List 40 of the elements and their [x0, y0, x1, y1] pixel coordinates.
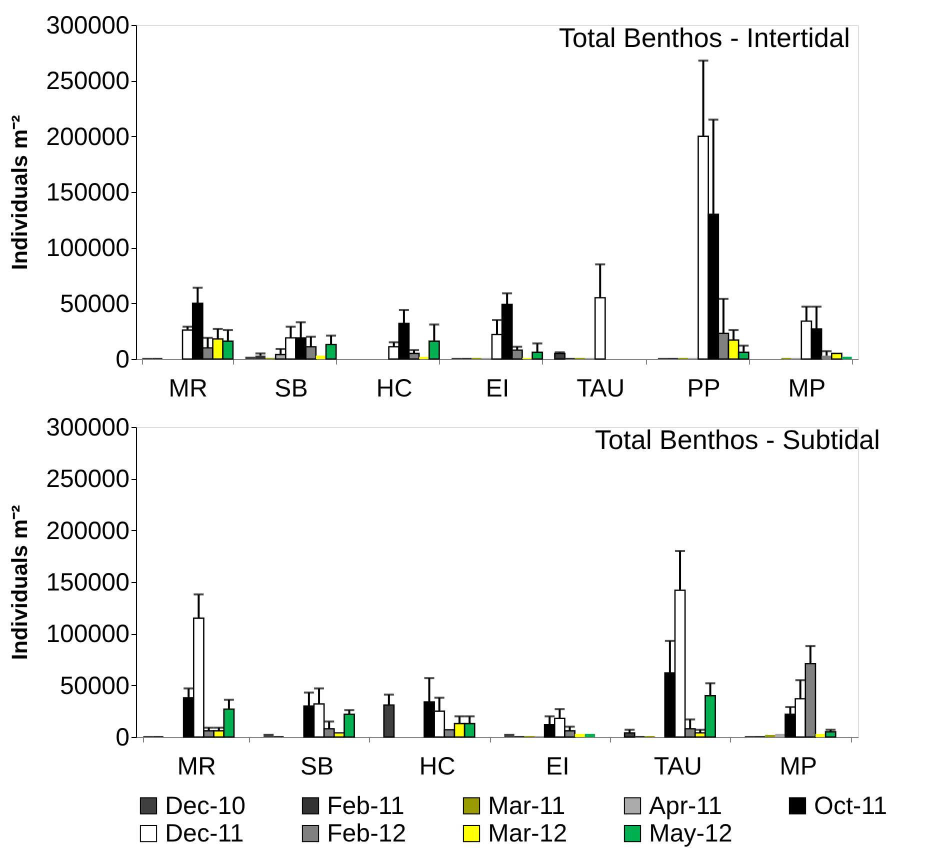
- x-tick-label: PP: [687, 374, 720, 402]
- y-tick-label: 0: [116, 724, 130, 752]
- x-tick-label: MP: [788, 374, 826, 402]
- x-tick-label: EI: [546, 752, 570, 780]
- y-tick-label: 300000: [46, 12, 130, 40]
- x-tick-label: MP: [780, 752, 818, 780]
- legend-label: Mar-12: [488, 820, 568, 848]
- x-tick-label: HC: [376, 374, 412, 402]
- legend-label: Mar-11: [488, 792, 566, 820]
- y-tick-label: 250000: [46, 465, 130, 494]
- y-tick-label: 50000: [60, 672, 130, 700]
- x-tick-label: TAU: [576, 374, 625, 402]
- x-tick-label: SB: [300, 752, 334, 780]
- x-tick-label: MR: [177, 752, 216, 780]
- legend-label: Feb-11: [327, 792, 404, 820]
- x-tick-label: SB: [274, 374, 308, 402]
- x-tick-label: TAU: [654, 752, 702, 780]
- x-tick-label: HC: [419, 752, 456, 780]
- legend-label: Dec-10: [165, 792, 246, 820]
- y-tick-label: 200000: [46, 516, 130, 545]
- legend-label: Feb-12: [327, 820, 406, 848]
- y-tick-label: 200000: [46, 122, 130, 151]
- y-tick-label: 0: [116, 346, 130, 374]
- y-axis-title: Individuals m⁻²: [7, 505, 32, 660]
- y-tick-label: 50000: [60, 290, 130, 318]
- y-tick-label: 150000: [46, 178, 130, 206]
- x-tick-label: EI: [486, 374, 510, 402]
- y-axis-title: Individuals m⁻²: [7, 115, 32, 270]
- chart-title: Total Benthos - Intertidal: [558, 23, 850, 53]
- y-tick-label: 100000: [46, 234, 130, 262]
- y-tick-label: 150000: [46, 568, 130, 596]
- legend-label: Dec-11: [165, 820, 244, 848]
- x-tick-label: MR: [168, 374, 208, 402]
- legend-label: May-12: [649, 820, 732, 848]
- y-tick-label: 250000: [46, 67, 130, 96]
- y-tick-label: 300000: [46, 414, 130, 442]
- legend-label: Oct-11: [814, 792, 888, 820]
- y-tick-label: 100000: [46, 620, 130, 648]
- legend-label: Apr-11: [649, 792, 722, 820]
- chart-title: Total Benthos - Subtidal: [594, 425, 880, 455]
